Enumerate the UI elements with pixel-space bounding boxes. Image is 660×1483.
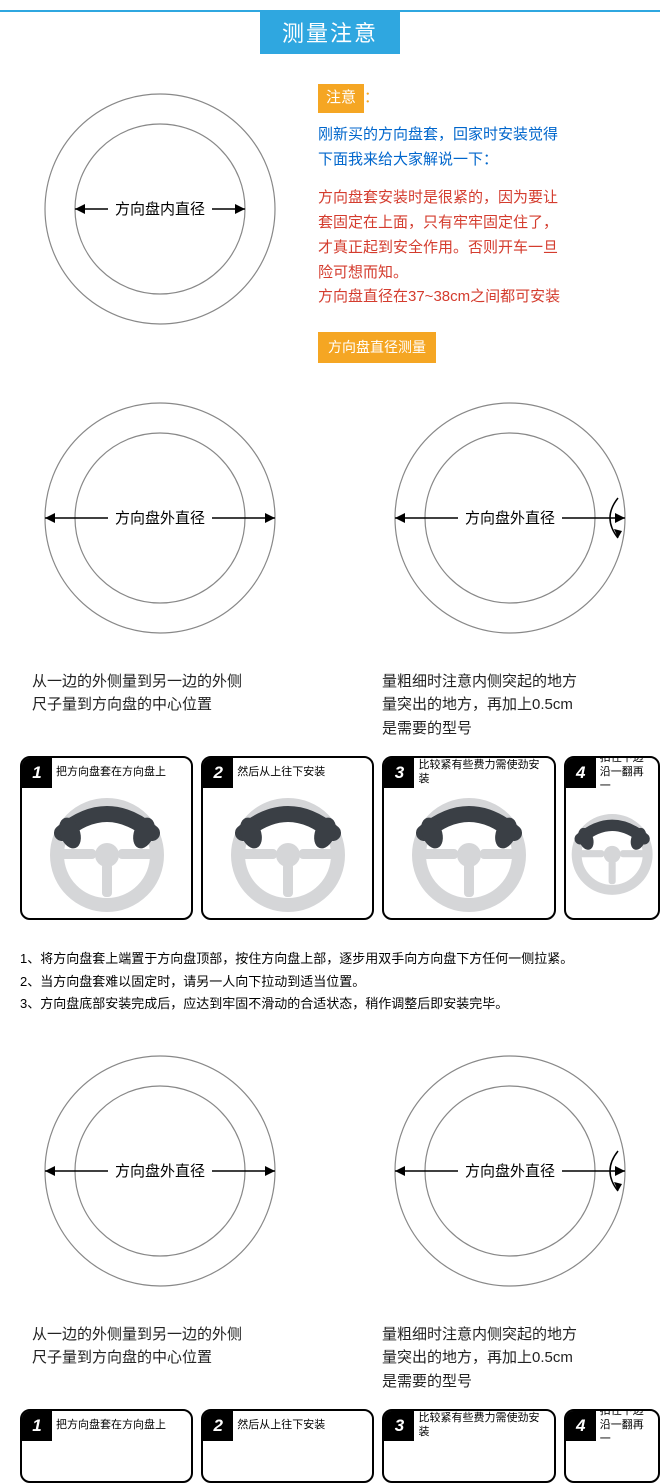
instructions: 1、将方向盘套上端置于方向盘顶部，按住方向盘上部，逐步用双手向方向盘下方任何一侧… bbox=[0, 920, 660, 1026]
step-title: 然后从上往下安装 bbox=[233, 1411, 372, 1441]
caption-left: 从一边的外侧量到另一边的外侧 尺子量到方向盘的中心位置 bbox=[20, 670, 300, 717]
diagram-row: 方向盘外直径 从一边的外侧量到另一边的外侧 尺子量到方向盘的中心位置 方向盘外直… bbox=[0, 373, 660, 740]
step-2: 2 然后从上往下安装 bbox=[201, 756, 374, 920]
notice-badge: 注意 bbox=[318, 84, 364, 113]
step-illustration bbox=[566, 788, 658, 918]
step-title: 然后从上往下安装 bbox=[233, 758, 372, 788]
step-number: 1 bbox=[22, 758, 52, 788]
step-number: 3 bbox=[384, 758, 414, 788]
steps-row: 1 把方向盘套在方向盘上 2 然后从上往下安装 3 bbox=[0, 740, 660, 920]
step-1: 1 把方向盘套在方向盘上 bbox=[20, 1409, 193, 1483]
intro-block: 注意： 刚新买的方向盘套，回家时安装觉得 下面我来给大家解说一下： 方向盘套安装… bbox=[318, 84, 560, 363]
instruction-line: 2、当方向盘套难以固定时，请另一人向下拉动到适当位置。 bbox=[20, 971, 640, 994]
diagram-row: 方向盘外直径 从一边的外侧量到另一边的外侧 尺子量到方向盘的中心位置 方向盘外直… bbox=[0, 1026, 660, 1393]
caption-left: 从一边的外侧量到另一边的外侧 尺子量到方向盘的中心位置 bbox=[20, 1323, 300, 1370]
step-title: 扣住下边沿一翻再一 bbox=[596, 1411, 658, 1441]
step-1: 1 把方向盘套在方向盘上 bbox=[20, 756, 193, 920]
steps-row: 1 把方向盘套在方向盘上 2 然后从上往下安装 3 比较紧有些费力需使劲安装 4… bbox=[0, 1393, 660, 1483]
step-illustration bbox=[384, 788, 553, 918]
step-title: 把方向盘套在方向盘上 bbox=[52, 1411, 191, 1441]
step-number: 2 bbox=[203, 1411, 233, 1441]
step-title: 扣住下边沿一翻再一 bbox=[596, 758, 658, 788]
step-number: 3 bbox=[384, 1411, 414, 1441]
step-illustration bbox=[22, 1441, 191, 1481]
step-2: 2 然后从上往下安装 bbox=[201, 1409, 374, 1483]
header: 测量注意 bbox=[0, 10, 660, 54]
step-3: 3 比较紧有些费力需使劲安装 bbox=[382, 756, 555, 920]
step-4: 4 扣住下边沿一翻再一 bbox=[564, 1409, 660, 1483]
step-title: 把方向盘套在方向盘上 bbox=[52, 758, 191, 788]
header-title: 测量注意 bbox=[260, 10, 400, 54]
svg-text:方向盘外直径: 方向盘外直径 bbox=[465, 509, 555, 527]
step-illustration bbox=[566, 1441, 658, 1481]
step-illustration bbox=[203, 1441, 372, 1481]
svg-text:方向盘外直径: 方向盘外直径 bbox=[465, 1162, 555, 1180]
step-number: 4 bbox=[566, 1411, 596, 1441]
svg-text:方向盘外直径: 方向盘外直径 bbox=[115, 509, 205, 527]
step-number: 4 bbox=[566, 758, 596, 788]
caption-right: 量粗细时注意内侧突起的地方 量突出的地方，再加上0.5cm 是需要的型号 bbox=[370, 1323, 650, 1393]
measure-badge: 方向盘直径测量 bbox=[318, 332, 436, 363]
instruction-line: 3、方向盘底部安装完成后，应达到牢固不滑动的合适状态，稍作调整后即安装完毕。 bbox=[20, 993, 640, 1016]
inner-label: 方向盘内直径 bbox=[115, 200, 205, 218]
inner-diameter-diagram: 方向盘内直径 bbox=[20, 84, 300, 334]
step-number: 1 bbox=[22, 1411, 52, 1441]
step-illustration bbox=[203, 788, 372, 918]
intro-red-text: 方向盘套安装时是很紧的，因为要让 套固定在上面，只有牢牢固定住了， 才真正起到安… bbox=[318, 186, 560, 310]
step-number: 2 bbox=[203, 758, 233, 788]
step-title: 比较紧有些费力需使劲安装 bbox=[414, 1411, 553, 1441]
step-title: 比较紧有些费力需使劲安装 bbox=[414, 758, 553, 788]
notice-colon: ： bbox=[364, 89, 379, 106]
step-3: 3 比较紧有些费力需使劲安装 bbox=[382, 1409, 555, 1483]
step-4: 4 扣住下边沿一翻再一 bbox=[564, 756, 660, 920]
step-illustration bbox=[384, 1441, 553, 1481]
instruction-line: 1、将方向盘套上端置于方向盘顶部，按住方向盘上部，逐步用双手向方向盘下方任何一侧… bbox=[20, 948, 640, 971]
svg-text:方向盘外直径: 方向盘外直径 bbox=[115, 1162, 205, 1180]
caption-right: 量粗细时注意内侧突起的地方 量突出的地方，再加上0.5cm 是需要的型号 bbox=[370, 670, 650, 740]
step-illustration bbox=[22, 788, 191, 918]
intro-blue-text: 刚新买的方向盘套，回家时安装觉得 下面我来给大家解说一下： bbox=[318, 123, 560, 173]
